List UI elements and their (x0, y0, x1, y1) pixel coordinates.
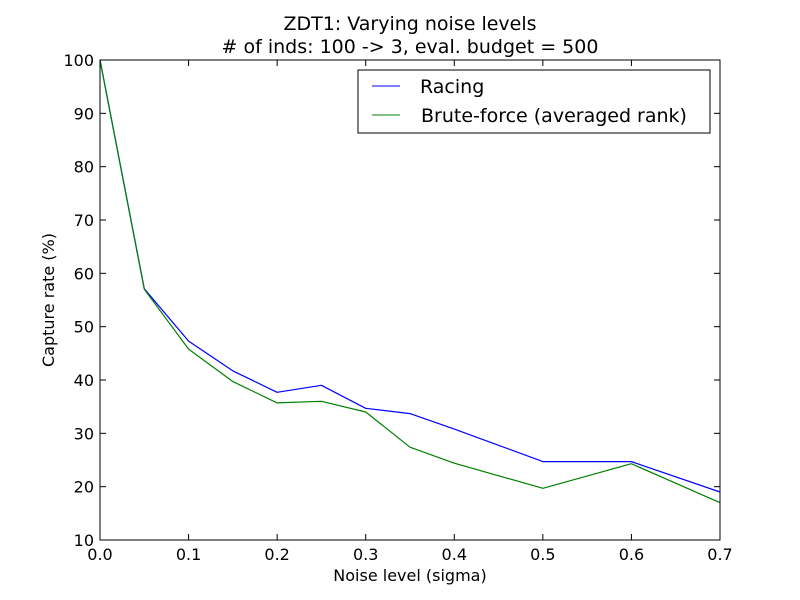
y-tick-label: 20 (74, 478, 94, 497)
x-tick-label: 0.6 (619, 545, 644, 564)
y-axis-label: Capture rate (%) (39, 233, 58, 367)
chart-subtitle: # of inds: 100 -> 3, eval. budget = 500 (222, 36, 599, 58)
y-tick-label: 80 (74, 158, 94, 177)
x-tick-label: 0.5 (530, 545, 555, 564)
x-axis-label: Noise level (sigma) (333, 566, 486, 585)
legend-brute-force-label: Brute-force (averaged rank) (421, 105, 687, 127)
y-tick-label: 90 (74, 104, 94, 123)
y-tick-label: 40 (74, 371, 94, 390)
y-tick-label: 60 (74, 264, 94, 283)
y-tick-label: 10 (74, 531, 94, 550)
chart-title: ZDT1: Varying noise levels (283, 13, 536, 35)
y-tick-label: 30 (74, 424, 94, 443)
x-tick-label: 0.0 (87, 545, 112, 564)
legend-box (357, 69, 711, 134)
x-tick-label: 0.1 (176, 545, 201, 564)
series-layer (99, 59, 721, 504)
tick-layer: 0.0 0.1 0.2 0.3 0.4 0.5 0.6 0.7 10 20 30 40 50 60 70 80… (63, 51, 732, 564)
x-tick-label: 0.2 (264, 545, 289, 564)
series-line-brute-force (99, 59, 721, 504)
legend-racing-label: Racing (420, 76, 484, 98)
legend: Racing Brute-force (averaged rank) (357, 69, 711, 134)
y-tick-label: 100 (63, 51, 94, 70)
y-tick-label: 50 (74, 318, 94, 337)
y-tick-label: 70 (74, 211, 94, 230)
plot-frame (99, 59, 721, 541)
series-line-racing (99, 59, 721, 493)
x-tick-label: 0.4 (442, 545, 467, 564)
x-tick-label: 0.3 (353, 545, 378, 564)
x-tick-label: 0.7 (707, 545, 732, 564)
